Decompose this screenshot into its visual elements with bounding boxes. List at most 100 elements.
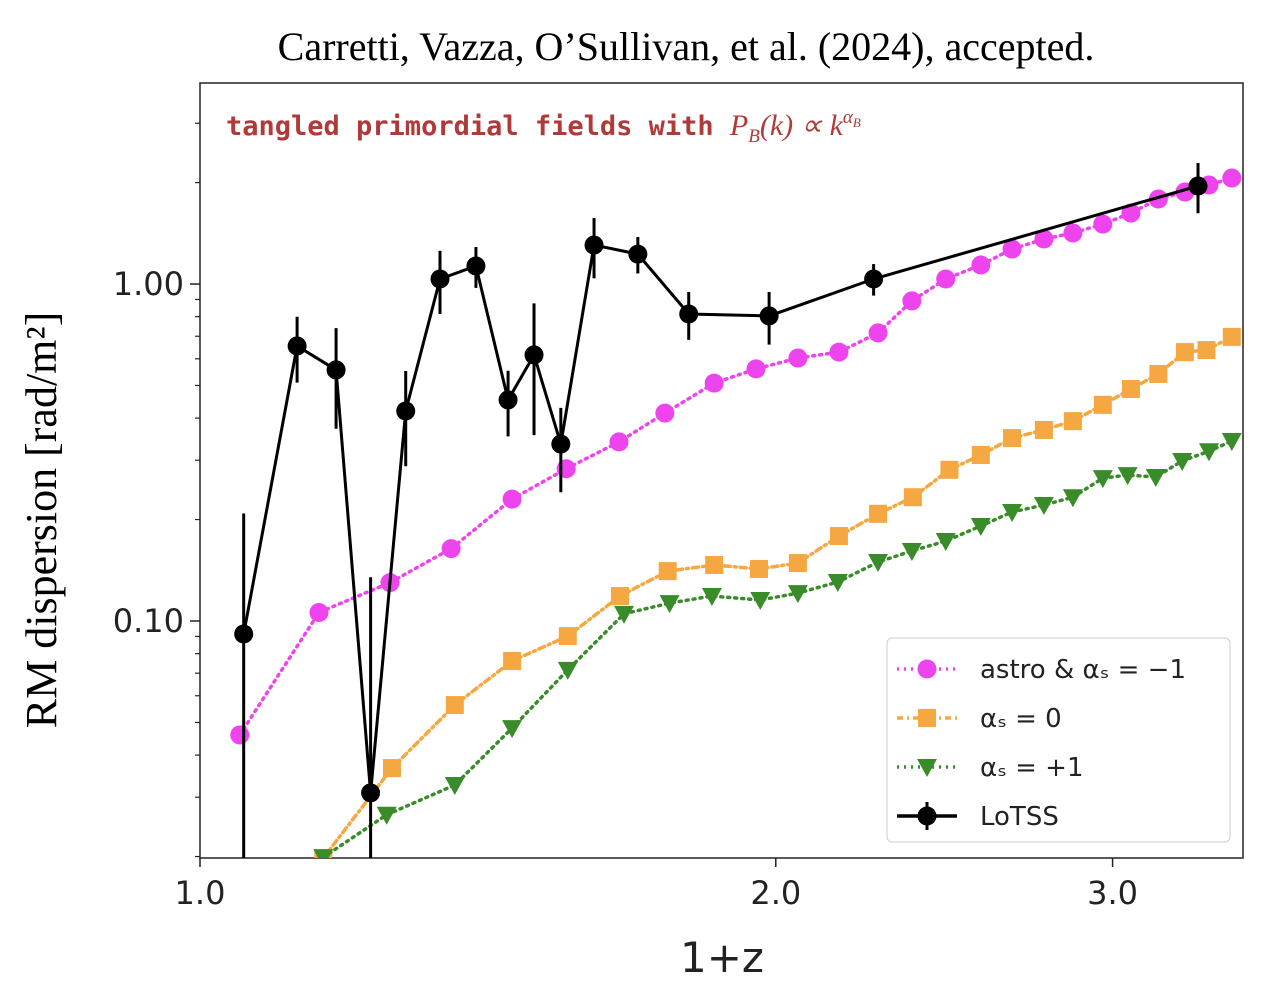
marker: [628, 244, 648, 264]
marker: [430, 269, 450, 289]
marker: [658, 562, 677, 581]
y-axis-label: RM dispersion [rad/m²]: [17, 312, 66, 728]
marker: [287, 336, 307, 356]
marker: [902, 291, 922, 311]
marker: [970, 517, 991, 536]
legend-box: [886, 637, 1231, 843]
x-axis-label: 1+z: [680, 933, 764, 982]
marker: [903, 488, 922, 507]
marker: [1222, 168, 1242, 188]
marker: [444, 777, 465, 796]
marker: [759, 306, 779, 326]
marker: [1172, 452, 1193, 471]
marker: [936, 269, 956, 289]
annotation-math: B: [748, 126, 760, 147]
marker: [679, 304, 699, 324]
marker: [1092, 470, 1113, 489]
marker: [610, 587, 629, 606]
marker: [1188, 176, 1208, 196]
marker: [1197, 341, 1216, 360]
marker: [868, 554, 889, 573]
marker: [704, 373, 724, 393]
marker: [1175, 343, 1194, 362]
marker: [829, 342, 849, 362]
marker: [382, 759, 401, 778]
marker: [940, 460, 959, 479]
plot-frame: [199, 82, 1244, 859]
marker: [655, 403, 675, 423]
annotation-text: tangled primordial fields with: [226, 111, 730, 142]
annotation-math: P: [729, 109, 748, 142]
marker: [864, 269, 884, 289]
marker: [1145, 469, 1166, 488]
marker: [1003, 429, 1022, 448]
marker: [1221, 433, 1242, 452]
marker: [502, 489, 522, 509]
annotation-math: (k) ∝ k: [760, 109, 844, 142]
marker: [869, 504, 888, 523]
marker: [1121, 380, 1140, 399]
x-tick-label: 3.0: [1087, 874, 1138, 912]
marker: [1063, 412, 1082, 431]
marker: [1062, 489, 1083, 508]
marker: [557, 661, 578, 680]
marker: [868, 323, 888, 343]
marker: [445, 696, 464, 715]
marker: [524, 345, 544, 365]
marker: [1002, 504, 1023, 523]
marker: [376, 806, 397, 825]
marker: [918, 709, 936, 727]
marker: [503, 651, 522, 670]
marker: [750, 592, 771, 611]
y-tick-label: 1.00: [113, 265, 184, 303]
marker: [498, 390, 518, 410]
marker: [788, 348, 808, 368]
marker: [971, 445, 990, 464]
marker: [701, 588, 722, 607]
marker: [1034, 420, 1053, 439]
legend-label: αₛ = +1: [980, 753, 1083, 783]
marker: [1033, 497, 1054, 516]
marker: [1002, 239, 1022, 259]
marker: [917, 759, 937, 777]
chart-title: Carretti, Vazza, O’Sullivan, et al. (202…: [278, 24, 1095, 69]
marker: [613, 605, 634, 624]
marker: [1034, 229, 1054, 249]
marker: [829, 527, 848, 546]
marker: [466, 256, 486, 276]
marker: [609, 432, 629, 452]
marker: [309, 602, 329, 622]
marker: [901, 542, 922, 561]
marker: [1117, 467, 1138, 486]
annotation-math: α: [843, 107, 854, 128]
marker: [788, 554, 807, 573]
legend-label: LoTSS: [980, 802, 1059, 832]
legend-label: αₛ = 0: [980, 704, 1062, 734]
marker: [441, 539, 461, 559]
legend-label: astro & αₛ = −1: [980, 655, 1186, 685]
plot-area: [230, 163, 1242, 858]
marker: [313, 849, 334, 858]
x-tick-label: 1.0: [175, 874, 226, 912]
x-tick-label: 2.0: [750, 874, 801, 912]
marker: [1093, 395, 1112, 414]
marker: [1093, 214, 1113, 234]
marker: [502, 720, 523, 739]
marker: [935, 533, 956, 552]
marker: [326, 360, 346, 380]
marker: [1148, 189, 1168, 209]
marker: [234, 624, 254, 644]
marker: [659, 595, 680, 614]
marker: [749, 559, 768, 578]
marker: [361, 783, 381, 803]
marker: [705, 556, 724, 575]
marker: [230, 725, 250, 745]
marker: [1198, 443, 1219, 462]
marker: [917, 659, 937, 679]
marker: [787, 585, 808, 604]
marker: [1222, 327, 1241, 346]
y-tick-label: 0.10: [113, 602, 184, 640]
annotation-math: B: [853, 115, 861, 130]
marker: [396, 401, 416, 421]
